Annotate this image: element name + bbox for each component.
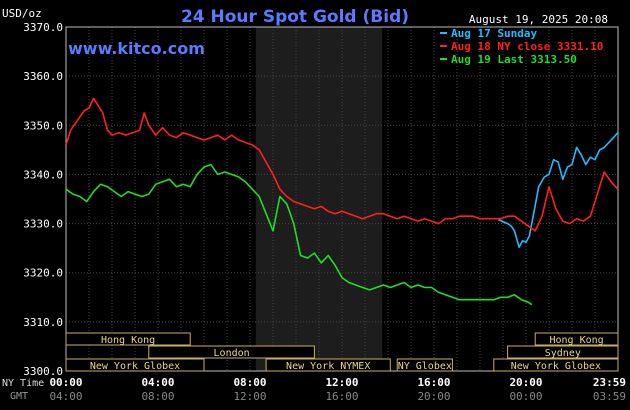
session-box — [396, 358, 453, 372]
session-label: London — [214, 348, 250, 359]
series-layer — [65, 97, 619, 306]
session-bar: New York Globex — [493, 358, 619, 372]
y-tick-label: 3320.0 — [23, 267, 63, 280]
y-tick-label: 3330.0 — [23, 218, 63, 231]
session-label: Sydney — [545, 348, 581, 359]
x-tick-label-ny: 23:59 — [593, 376, 626, 389]
x-tick-label-gmt: 00:00 — [509, 390, 542, 403]
session-box — [65, 332, 191, 346]
session-label: New York NYMEX — [286, 361, 370, 372]
session-bar: Hong Kong — [65, 332, 191, 346]
chart-title: 24 Hour Spot Gold (Bid) — [181, 7, 409, 27]
y-tick-label: 3360.0 — [23, 70, 63, 83]
trading-sessions: Hong Kong London New York Globex New York N… — [65, 332, 619, 372]
session-box — [507, 345, 619, 359]
y-tick-label: 3340.0 — [23, 168, 63, 181]
session-box — [265, 358, 391, 372]
session-bar: New York NYMEX — [265, 358, 391, 372]
gmt-label: GMT — [10, 391, 28, 402]
y-tick-label: 3310.0 — [23, 316, 63, 329]
grid — [66, 27, 618, 371]
y-tick-label: 3370.0 — [23, 21, 63, 34]
series-line-2 — [65, 163, 533, 306]
session-bar: NY Globex — [396, 358, 453, 372]
legend-item-aug17: Aug 17 Sunday — [440, 27, 537, 40]
legend-item-aug18: Aug 18 NY close 3331.10 — [440, 40, 603, 53]
session-label: New York Globex — [90, 361, 180, 372]
x-tick-label-gmt: 04:00 — [49, 390, 82, 403]
session-box — [493, 358, 619, 372]
session-box — [148, 345, 315, 359]
series-line-1 — [65, 97, 619, 232]
session-box — [534, 332, 619, 346]
session-box — [65, 358, 205, 372]
y-axis-unit: USD/oz — [2, 7, 42, 20]
session-label: New York Globex — [511, 361, 601, 372]
session-label: NY Globex — [398, 361, 452, 372]
x-tick-label-gmt: 12:00 — [233, 390, 266, 403]
site-watermark[interactable]: www.kitco.com — [68, 39, 205, 58]
ny-time-label: NY Time — [2, 378, 44, 389]
x-axis-ticks: 00:0004:0004:0008:0008:0012:0012:0016:00… — [49, 376, 626, 403]
x-tick-label-gmt: 20:00 — [417, 390, 450, 403]
chart-datetime: August 19, 2025 20:08 — [469, 13, 608, 26]
legend-label-aug19: Aug 19 Last 3313.50 — [451, 53, 577, 66]
session-bar: Sydney — [507, 345, 619, 359]
legend-label-aug17: Aug 17 Sunday — [451, 27, 537, 40]
x-tick-label-ny: 20:00 — [509, 376, 542, 389]
legend-label-aug18: Aug 18 NY close 3331.10 — [451, 40, 603, 53]
series-line-0 — [498, 132, 619, 248]
x-tick-label-ny: 00:00 — [49, 376, 82, 389]
legend-item-aug19: Aug 19 Last 3313.50 — [440, 53, 577, 66]
y-tick-label: 3350.0 — [23, 119, 63, 132]
session-bar: London — [148, 345, 315, 359]
session-label: Hong Kong — [550, 335, 604, 346]
x-tick-label-ny: 12:00 — [325, 376, 358, 389]
x-tick-label-gmt: 03:59 — [593, 390, 626, 403]
x-tick-label-ny: 08:00 — [233, 376, 266, 389]
session-bar: New York Globex — [65, 358, 205, 372]
session-bar: Hong Kong — [534, 332, 619, 346]
y-tick-label: 3300.0 — [23, 365, 63, 378]
x-tick-label-ny: 16:00 — [417, 376, 450, 389]
y-axis-ticks: 3300.0 3310.0 3320.0 3330.0 3340.0 3350.0 3360… — [23, 21, 63, 378]
legend: Aug 17 Sunday Aug 18 NY close 3331.10 Au… — [440, 27, 603, 66]
session-label: Hong Kong — [101, 335, 155, 346]
x-tick-label-gmt: 16:00 — [325, 390, 358, 403]
x-tick-label-gmt: 08:00 — [141, 390, 174, 403]
x-tick-label-ny: 04:00 — [141, 376, 174, 389]
